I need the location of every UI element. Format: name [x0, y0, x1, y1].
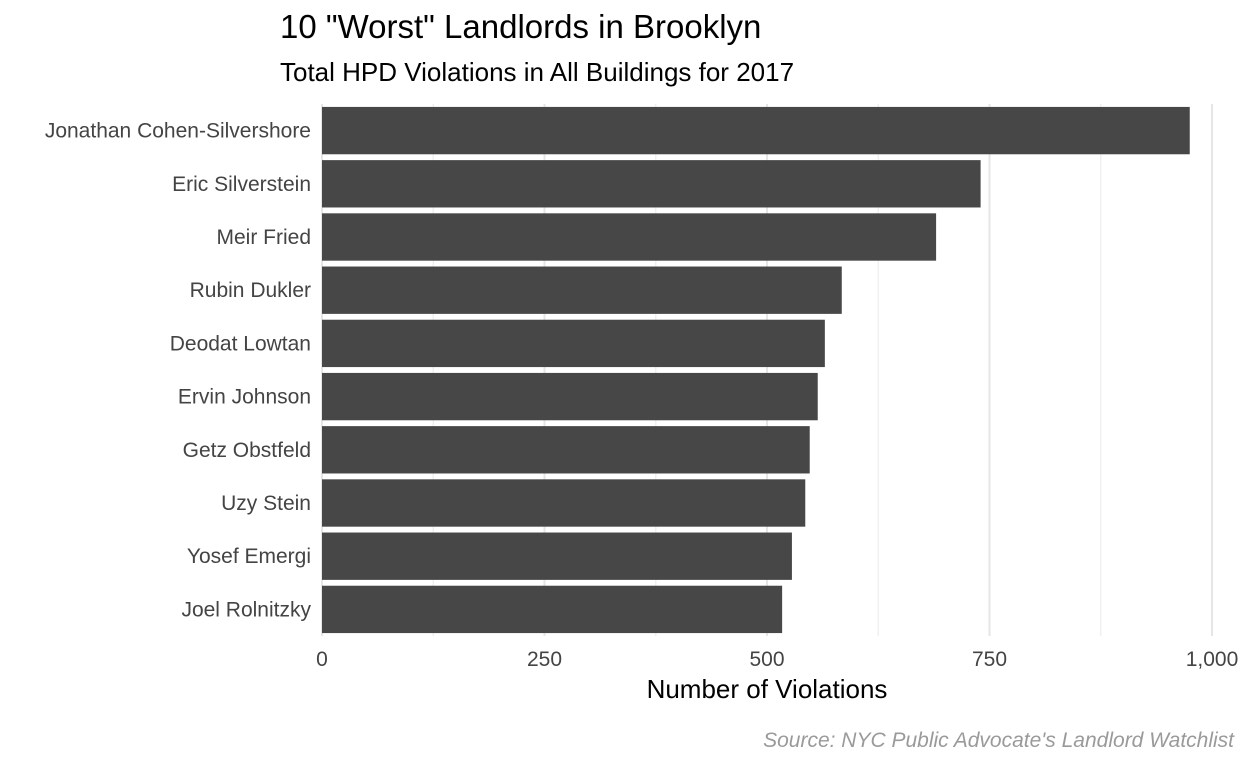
bar [322, 213, 937, 261]
bar [322, 160, 981, 208]
bars [322, 106, 1190, 634]
chart-caption: Source: NYC Public Advocate's Landlord W… [763, 729, 1234, 752]
category-label: Eric Silverstein [172, 173, 311, 196]
bar [322, 372, 818, 421]
bar [322, 319, 825, 368]
category-label: Joel Rolnitzky [181, 598, 311, 621]
x-axis-ticks: 0 250 500 750 1,000 [316, 648, 1238, 671]
category-label: Rubin Dukler [190, 279, 311, 302]
category-label: Ervin Johnson [178, 386, 311, 409]
bar [322, 426, 810, 474]
chart-title: 10 "Worst" Landlords in Brooklyn [280, 8, 762, 45]
x-tick-label: 750 [972, 648, 1007, 671]
bar [322, 585, 783, 634]
x-tick-label: 1,000 [1186, 648, 1239, 671]
bar [322, 479, 806, 527]
x-tick-label: 0 [316, 648, 328, 671]
chart-subtitle: Total HPD Violations in All Buildings fo… [280, 57, 795, 87]
category-labels: Jonathan Cohen-Silvershore Eric Silverste… [45, 120, 312, 622]
category-label: Uzy Stein [221, 492, 311, 515]
category-label: Yosef Emergi [187, 545, 311, 568]
category-label: Meir Fried [216, 226, 311, 249]
x-tick-label: 250 [527, 648, 562, 671]
x-axis-title: Number of Violations [647, 674, 888, 704]
bar [322, 266, 842, 314]
category-label: Jonathan Cohen-Silvershore [45, 120, 311, 143]
category-label: Getz Obstfeld [183, 439, 311, 462]
bar [322, 532, 792, 580]
x-tick-label: 500 [749, 648, 784, 671]
category-label: Deodat Lowtan [170, 332, 311, 355]
bar [322, 106, 1190, 155]
